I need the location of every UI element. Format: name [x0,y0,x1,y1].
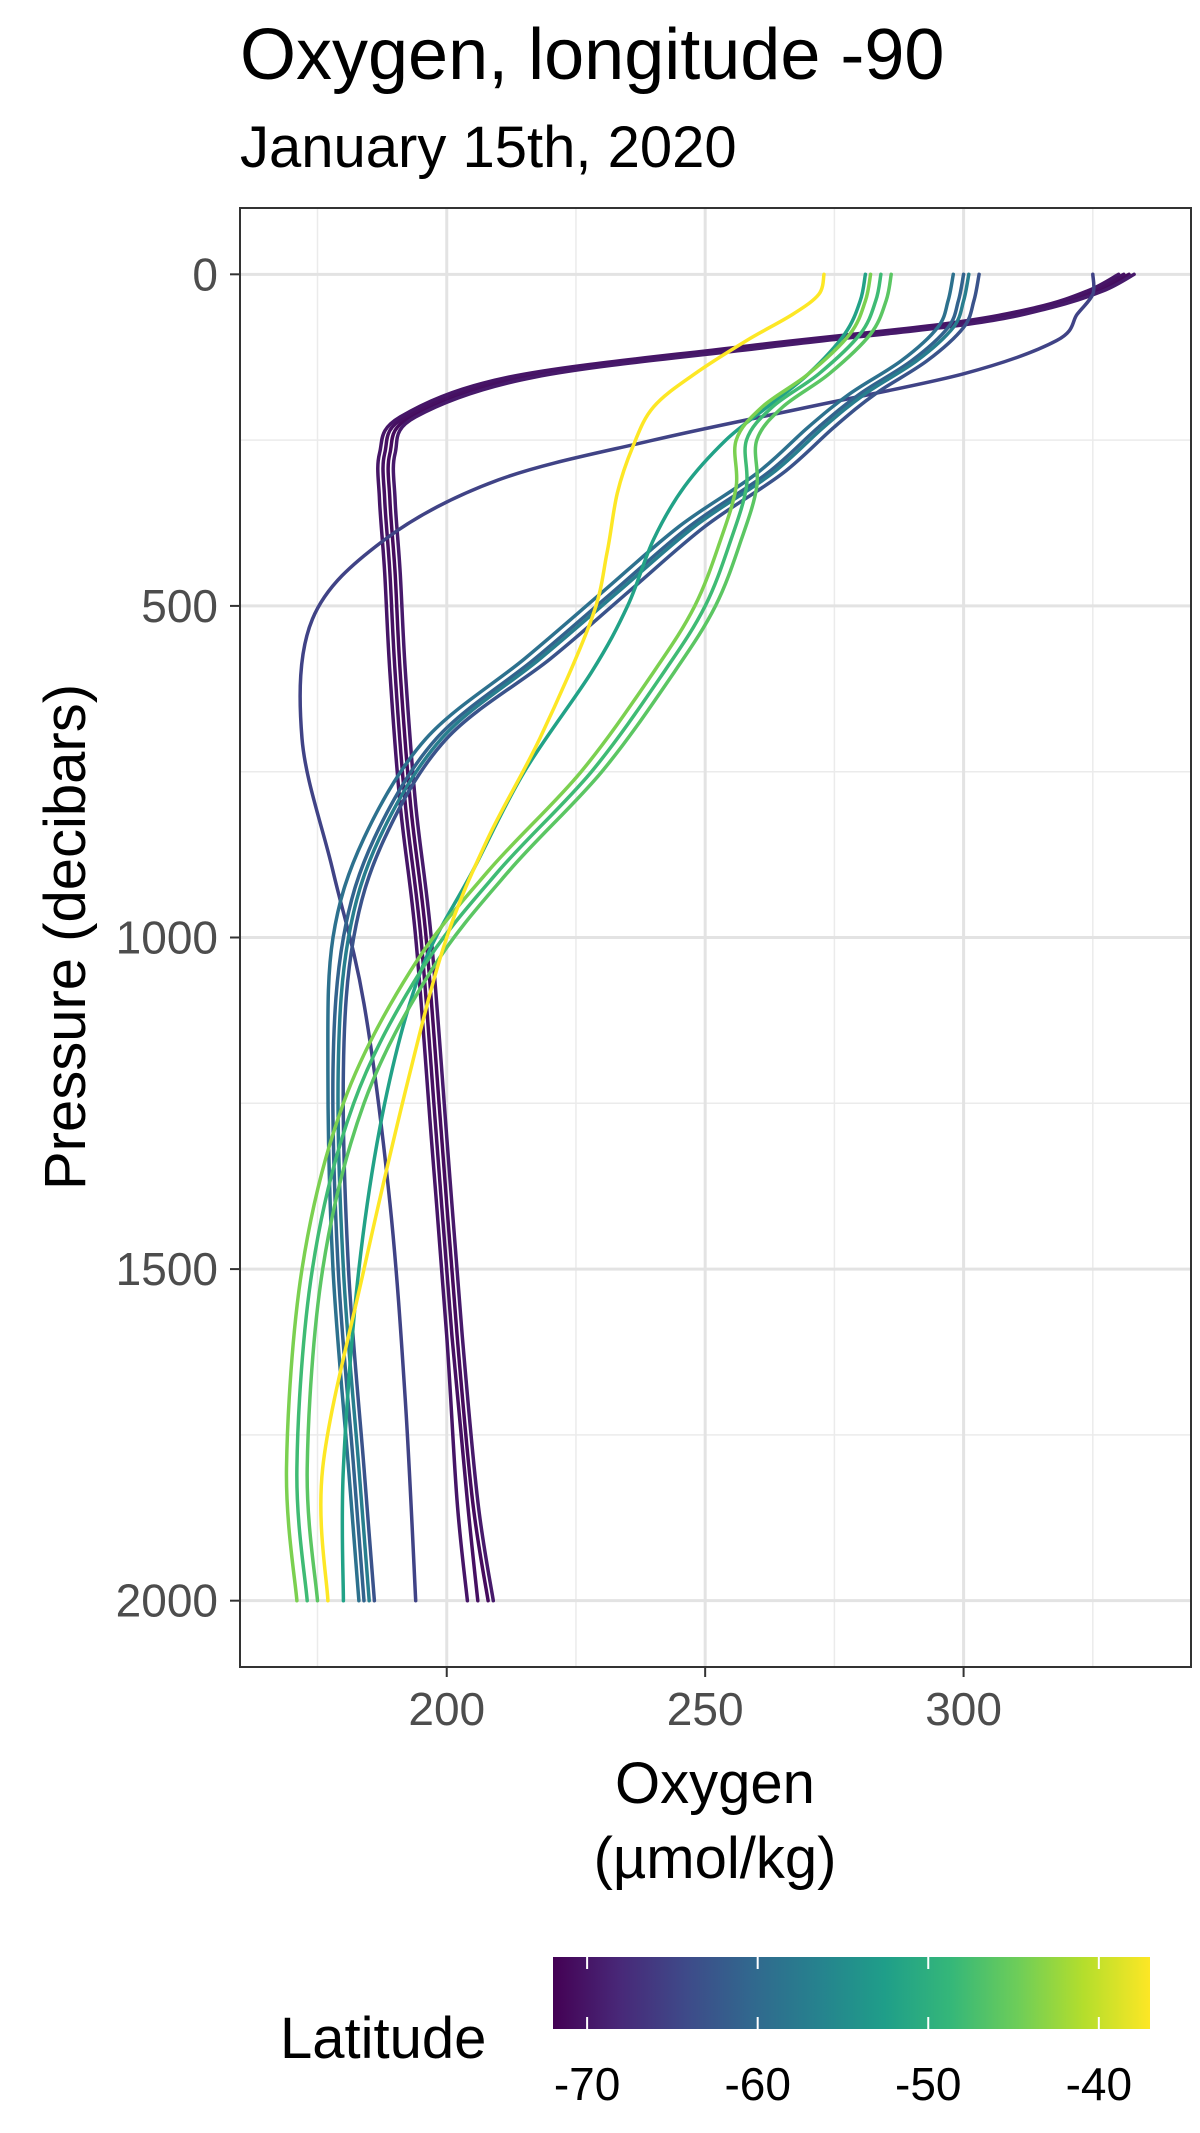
oxygen-profiles [284,272,1136,1603]
oxygen-profile-line [284,272,873,1603]
x-axis-label-line-2: (µmol/kg) [594,1826,837,1891]
x-axis-ticks: 200 250 300 [408,1667,1002,1735]
oxygen-profile-line [331,272,966,1603]
legend-tick-label: -50 [895,2058,961,2110]
oxygen-profile-line [336,272,971,1603]
legend-colorbar [553,1957,1150,2029]
legend: Latitude -70 -60 -50 -40 [280,1957,1150,2110]
y-tick-label: 1500 [116,1243,218,1295]
y-axis-ticks: 0 500 1000 1500 2000 [116,248,240,1627]
plot-panel [239,207,1192,1668]
y-tick-label: 500 [141,580,218,632]
legend-tick-label: -40 [1066,2058,1132,2110]
legend-tick-label: -70 [554,2058,620,2110]
chart-title: Oxygen, longitude -90 [240,15,944,95]
y-tick-label: 1000 [116,912,218,964]
x-axis-label-line-1: Oxygen [615,1751,815,1816]
legend-ticks: -70 -60 -50 -40 [554,1957,1132,2110]
y-tick-label: 2000 [116,1575,218,1627]
oxygen-profile-line [391,272,1136,1603]
y-axis-label: Pressure (decibars) [33,684,98,1190]
y-tick-label: 0 [192,248,218,300]
x-tick-label: 300 [925,1683,1002,1735]
oxygen-profile-line [326,272,956,1603]
x-tick-label: 250 [667,1683,744,1735]
legend-tick-label: -60 [724,2058,790,2110]
legend-title: Latitude [280,2006,486,2071]
x-tick-label: 200 [408,1683,485,1735]
oxygen-profile-line [298,272,1096,1603]
oxygen-profile-line [305,272,893,1603]
oxygen-profile-line [319,272,826,1603]
oxygen-profile-line [341,272,981,1603]
grid-lines [240,208,1191,1667]
oxygen-profile-line [295,272,883,1603]
chart-subtitle: January 15th, 2020 [240,115,737,180]
